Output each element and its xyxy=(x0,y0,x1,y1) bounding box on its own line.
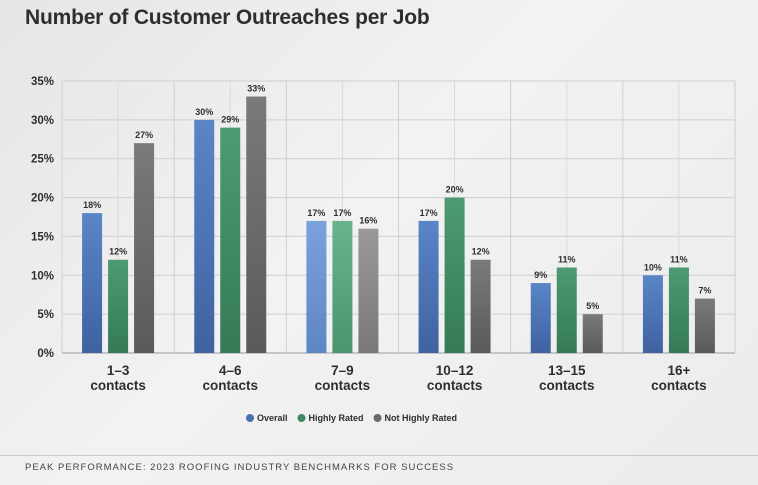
data-label: 10% xyxy=(644,262,662,272)
bar-overall xyxy=(418,220,439,353)
y-tick-label: 0% xyxy=(37,348,54,360)
bar-highly-rated xyxy=(108,259,129,353)
x-tick-label: contacts xyxy=(202,378,258,393)
x-tick-label: 16+ xyxy=(667,363,690,378)
data-label: 11% xyxy=(558,255,576,265)
legend-swatch xyxy=(297,414,306,422)
y-tick-label: 20% xyxy=(31,193,54,205)
bar-highly-rated xyxy=(220,127,241,353)
data-label: 29% xyxy=(221,115,239,125)
x-tick-label: contacts xyxy=(539,378,595,393)
y-tick-label: 30% xyxy=(31,115,54,127)
data-labels: 18% 12% 27% 30% 29% 33% 17% 17% 16% 17% 20% 12% 9% 11… xyxy=(83,84,711,312)
bar-highly-rated xyxy=(668,267,689,353)
data-label: 7% xyxy=(698,286,711,296)
bar-overall xyxy=(530,283,551,353)
data-label: 9% xyxy=(534,270,547,280)
x-tick-label: 13–15 xyxy=(548,363,586,378)
grid xyxy=(61,80,736,354)
x-tick-label: contacts xyxy=(651,378,707,393)
bar-overall xyxy=(194,119,215,353)
bar-overall xyxy=(306,220,327,353)
bar-overall xyxy=(642,275,663,353)
bar-not-highly-rated xyxy=(246,96,267,354)
bars xyxy=(82,96,715,354)
bar-not-highly-rated xyxy=(470,259,491,353)
y-tick-label: 5% xyxy=(37,309,54,321)
x-tick-label: 4–6 xyxy=(219,363,242,378)
x-tick-label: contacts xyxy=(427,378,483,393)
data-label: 33% xyxy=(247,84,265,94)
bar-not-highly-rated xyxy=(694,298,715,353)
y-tick-label: 15% xyxy=(31,231,54,243)
bar-not-highly-rated xyxy=(358,228,379,353)
footer-divider xyxy=(0,455,758,456)
x-tick-label: 1–3 xyxy=(107,363,130,378)
data-label: 12% xyxy=(109,247,127,257)
x-axis: 1–3contacts4–6contacts7–9contacts10–12co… xyxy=(90,363,706,393)
data-label: 17% xyxy=(333,208,351,218)
x-tick-label: contacts xyxy=(315,378,371,393)
data-label: 27% xyxy=(135,130,153,140)
legend: Overall Highly Rated Not Highly Rated xyxy=(246,413,457,423)
data-label: 18% xyxy=(83,200,101,210)
legend-swatch xyxy=(373,414,382,422)
footer-text: PEAK PERFORMANCE: 2023 ROOFING INDUSTRY … xyxy=(25,462,455,473)
x-tick-label: 10–12 xyxy=(436,363,474,378)
bar-chart: 0% 5% 10% 15% 20% 25% 30% 35% 18% 12% 27% 30% 29% 33… xyxy=(31,76,736,423)
bar-not-highly-rated xyxy=(134,143,155,353)
legend-label: Highly Rated xyxy=(309,413,364,423)
x-tick-label: 7–9 xyxy=(331,363,354,378)
data-label: 16% xyxy=(359,216,377,226)
data-label: 17% xyxy=(307,208,325,218)
bar-overall xyxy=(82,213,103,353)
bar-highly-rated xyxy=(556,267,577,353)
legend-label: Overall xyxy=(257,413,288,423)
bar-highly-rated xyxy=(444,197,465,353)
data-label: 17% xyxy=(420,208,438,218)
y-tick-label: 10% xyxy=(31,270,54,282)
y-tick-label: 35% xyxy=(31,76,54,88)
legend-swatch xyxy=(246,414,254,422)
x-tick-label: contacts xyxy=(90,378,146,393)
y-axis: 0% 5% 10% 15% 20% 25% 30% 35% xyxy=(31,76,54,360)
y-tick-label: 25% xyxy=(31,154,54,166)
legend-label: Not Highly Rated xyxy=(385,413,458,423)
bar-highly-rated xyxy=(332,220,353,353)
data-label: 12% xyxy=(472,247,490,257)
data-label: 11% xyxy=(670,255,688,265)
data-label: 20% xyxy=(446,185,464,195)
bar-not-highly-rated xyxy=(582,314,603,353)
data-label: 30% xyxy=(195,107,213,117)
chart-title: Number of Customer Outreaches per Job xyxy=(25,6,430,29)
data-label: 5% xyxy=(586,301,599,311)
